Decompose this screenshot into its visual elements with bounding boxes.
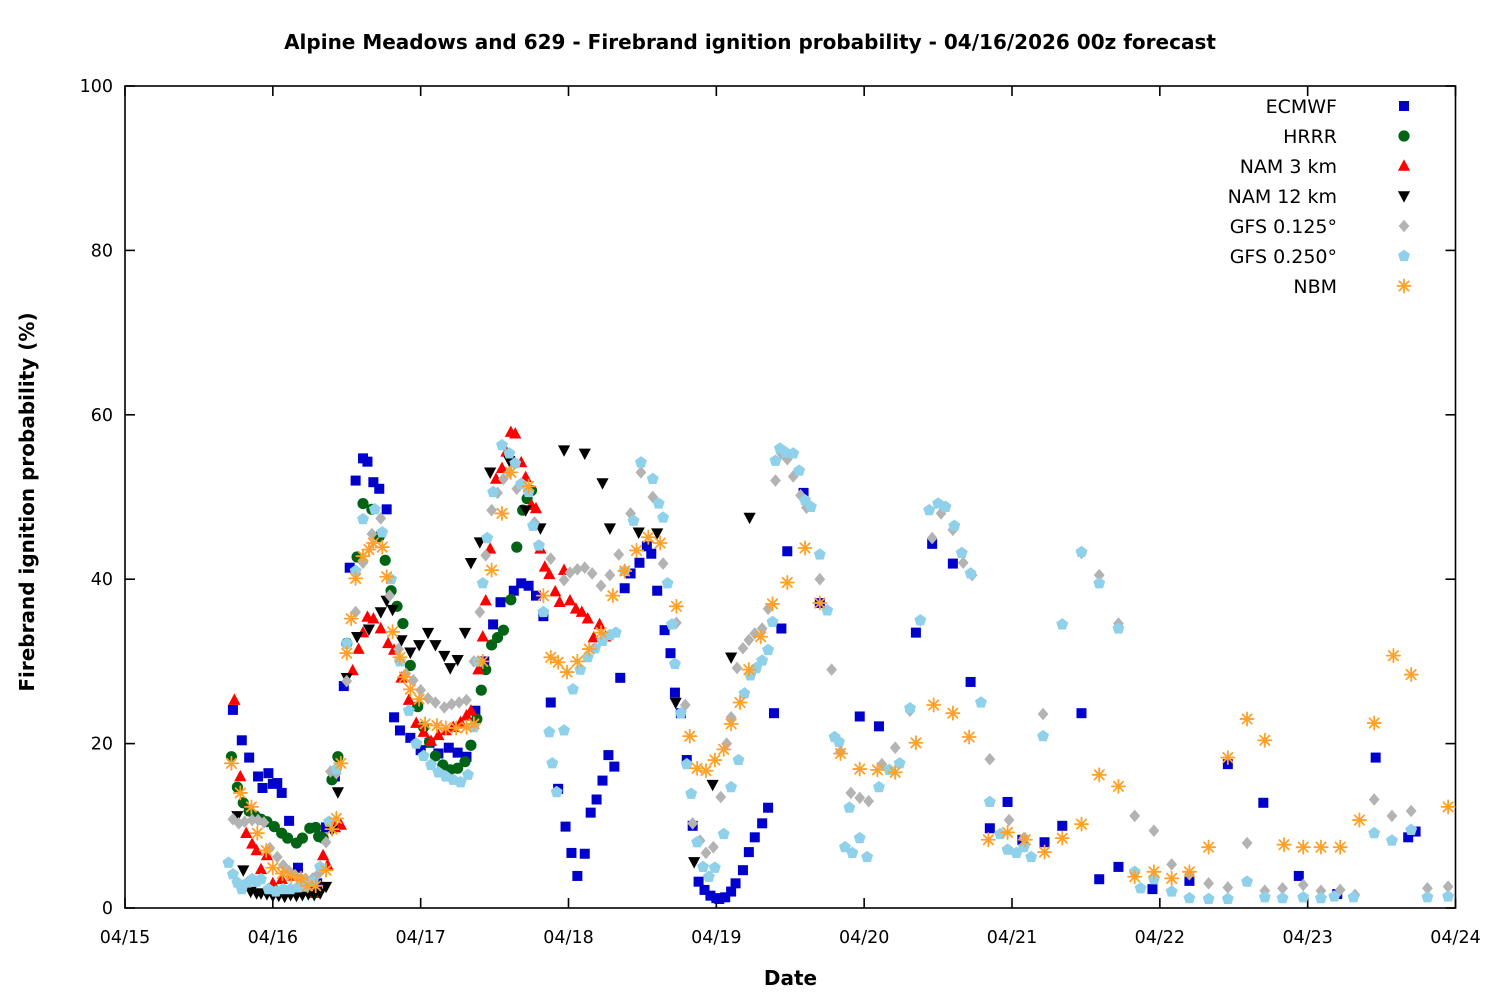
legend-label: HRRR — [1283, 126, 1337, 148]
chart-title: Alpine Meadows and 629 - Firebrand ignit… — [284, 30, 1216, 54]
legend-marker-circle-icon — [1398, 130, 1410, 142]
y-tick-label: 20 — [91, 735, 113, 755]
series-gfs-0-250- — [222, 438, 1455, 905]
x-tick-label: 04/22 — [1135, 928, 1185, 948]
y-axis-ticks: 0 20 40 60 80 100 — [80, 77, 1456, 919]
legend-item-hrrr: HRRR — [1283, 126, 1410, 148]
series-nbm — [223, 464, 1456, 894]
legend-item-nam-12-km: NAM 12 km — [1228, 186, 1411, 208]
legend-marker-diamond-icon — [1398, 219, 1410, 233]
plot-border — [124, 85, 1457, 909]
legend-item-gfs-0-250-: GFS 0.250° — [1230, 246, 1410, 268]
y-tick-label: 100 — [80, 77, 113, 97]
legend-label: NAM 12 km — [1228, 186, 1337, 208]
legend-marker-pentagon-icon — [1398, 249, 1410, 262]
legend-marker-square-icon — [1399, 101, 1409, 111]
x-tick-label: 04/20 — [839, 928, 889, 948]
legend-label: NBM — [1293, 276, 1337, 298]
x-tick-label: 04/19 — [691, 928, 741, 948]
y-tick-label: 0 — [102, 899, 113, 919]
x-axis-ticks: 04/15 04/16 04/17 04/18 04/19 04/20 04/21 04/22… — [100, 86, 1481, 948]
x-tick-label: 04/16 — [248, 928, 298, 948]
legend-marker-triangle-down-icon — [1397, 191, 1411, 203]
x-tick-label: 04/17 — [395, 928, 445, 948]
legend-label: ECMWF — [1266, 96, 1337, 118]
x-tick-label: 04/23 — [1282, 928, 1332, 948]
series-nam-12-km — [231, 445, 756, 904]
y-tick-label: 80 — [91, 241, 113, 261]
legend-item-nam-3-km: NAM 3 km — [1240, 156, 1411, 178]
legend-label: GFS 0.125° — [1230, 216, 1337, 238]
x-axis-label: Date — [763, 966, 818, 990]
legend-item-nbm: NBM — [1293, 276, 1412, 298]
legend-label: NAM 3 km — [1240, 156, 1337, 178]
x-tick-label: 04/21 — [987, 928, 1037, 948]
series-nam-3-km — [228, 425, 612, 899]
legend: ECMWF HRRR NAM 3 km NAM 12 km GFS 0.125° GFS … — [1228, 96, 1412, 298]
x-tick-label: 04/18 — [543, 928, 593, 948]
legend-item-ecmwf: ECMWF — [1266, 96, 1409, 118]
legend-marker-asterisk-icon — [1396, 278, 1412, 294]
x-tick-label: 04/24 — [1430, 928, 1480, 948]
legend-marker-triangle-up-icon — [1397, 159, 1411, 171]
series-gfs-0-125- — [227, 447, 1454, 902]
y-tick-label: 40 — [91, 570, 113, 590]
legend-label: GFS 0.250° — [1230, 246, 1337, 268]
legend-item-gfs-0-125-: GFS 0.125° — [1230, 216, 1410, 238]
x-tick-label: 04/15 — [100, 928, 150, 948]
y-tick-label: 60 — [91, 406, 113, 426]
